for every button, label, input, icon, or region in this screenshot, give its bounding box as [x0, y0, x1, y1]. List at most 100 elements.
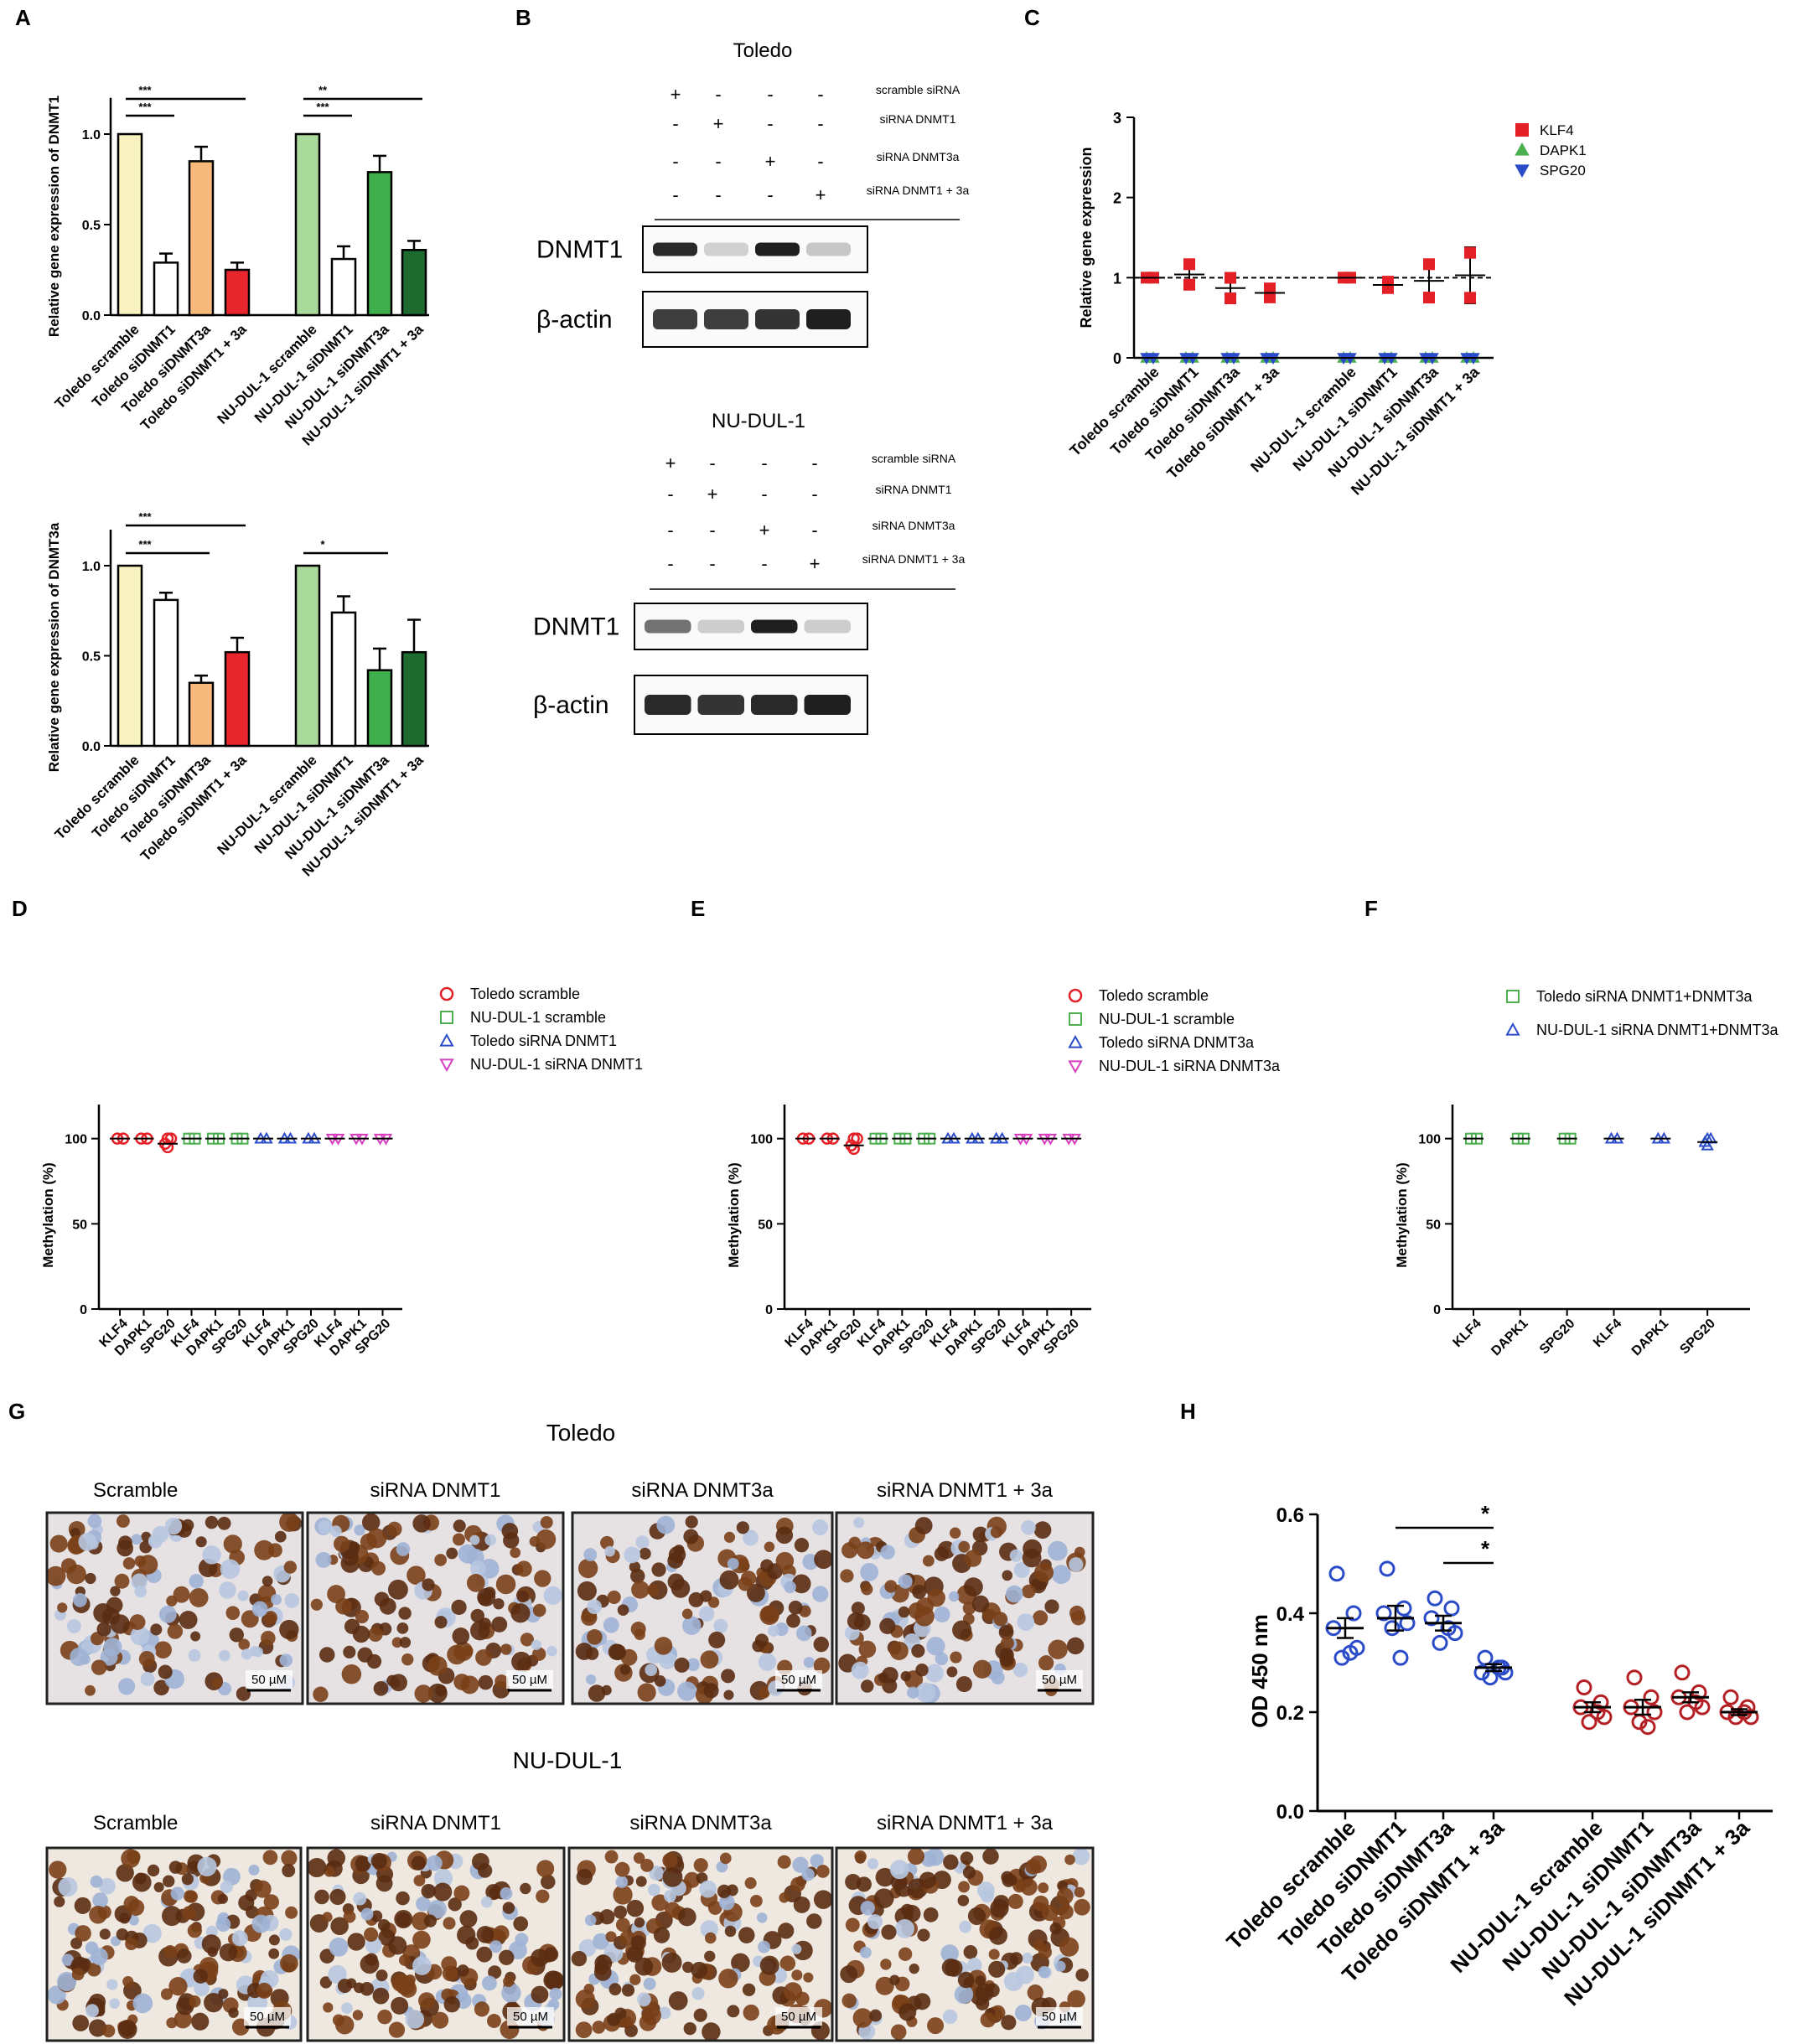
ihc-group-2: NU-DUL-1 Scramble 50 µM siRNA DNMT1 50 µM siR… — [45, 1747, 1095, 2042]
cell-nucleus — [592, 2021, 606, 2034]
cell-nucleus — [752, 1639, 765, 1653]
cell-nucleus — [1009, 1549, 1023, 1562]
sign-marker: - — [672, 184, 678, 205]
cell-nucleus — [575, 2021, 593, 2039]
cell-nucleus — [635, 1876, 647, 1887]
cell-nucleus — [1017, 1613, 1035, 1631]
cell-nucleus — [91, 1659, 107, 1675]
cell-nucleus — [466, 1574, 485, 1592]
cell-nucleus — [89, 2019, 107, 2037]
cell-nucleus — [58, 1876, 78, 1897]
cell-nucleus — [813, 1657, 831, 1674]
cell-nucleus — [549, 1987, 562, 2000]
bar — [366, 669, 393, 748]
western-blot-2: NU-DUL-1 + - - - scramble siRNA - + - - siRNA DNMT… — [533, 410, 965, 735]
cell-nucleus — [671, 1579, 691, 1598]
cell-nucleus — [61, 1558, 77, 1574]
cell-nucleus — [480, 1896, 493, 1908]
sign-marker: - — [817, 151, 823, 172]
cell-nucleus — [964, 1550, 982, 1567]
y-tick-label: 100 — [1418, 1133, 1441, 1147]
cell-nucleus — [131, 1534, 142, 1545]
cell-nucleus — [634, 1917, 645, 1928]
cell-nucleus — [922, 1555, 935, 1567]
cell-nucleus — [577, 1558, 598, 1579]
cell-nucleus — [189, 1587, 209, 1607]
sign-marker: - — [715, 151, 721, 172]
data-point — [1342, 1644, 1359, 1661]
cell-nucleus — [219, 1581, 236, 1599]
cell-nucleus — [647, 1883, 660, 1897]
cell-nucleus — [45, 1565, 66, 1586]
cell-nucleus — [759, 1687, 770, 1699]
bar-chart-2: 0.0 0.5 1.0 Relative gene expression of DNM… — [46, 510, 429, 879]
legend-label: NU-DUL-1 scramble — [1099, 1011, 1235, 1027]
cell-nucleus — [388, 1936, 407, 1955]
cell-nucleus — [324, 1865, 335, 1877]
cell-nucleus — [86, 1963, 101, 1977]
cell-nucleus — [982, 1848, 999, 1865]
cell-nucleus — [513, 1916, 529, 1932]
cell-nucleus — [396, 1891, 410, 1906]
cell-nucleus — [220, 1881, 233, 1894]
cell-nucleus — [651, 1562, 666, 1577]
data-point — [1639, 1719, 1656, 1736]
micrograph-frame — [835, 1846, 1095, 2042]
cell-nucleus — [500, 1643, 512, 1655]
cell-nucleus — [191, 2012, 210, 2031]
cell-nucleus — [700, 1590, 712, 1602]
bar — [153, 261, 179, 317]
cell-nucleus — [261, 1630, 276, 1646]
cell-nucleus — [608, 1643, 625, 1660]
cell-nucleus — [578, 1938, 597, 1957]
cell-nucleus — [422, 1578, 435, 1591]
data-point — [1345, 1605, 1362, 1622]
bar — [224, 268, 251, 317]
cell-nucleus — [875, 1867, 895, 1887]
cell-nucleus — [531, 1985, 549, 2004]
ihc-group-1: Toledo Scramble 50 µM siRNA DNMT1 50 µM siRNA… — [45, 1420, 1095, 1705]
cell-nucleus — [952, 1620, 972, 1640]
sign-marker: + — [665, 453, 676, 473]
cell-nucleus — [691, 1987, 705, 2000]
y-tick-label: 50 — [1426, 1218, 1441, 1232]
data-point — [851, 1132, 863, 1145]
cell-nucleus — [274, 1530, 287, 1543]
cell-nucleus — [194, 1980, 210, 1997]
sign-marker: - — [709, 520, 715, 541]
cell-nucleus — [988, 1948, 1000, 1960]
data-point — [1674, 1664, 1691, 1681]
cell-nucleus — [327, 1849, 345, 1867]
micrograph-frame — [571, 1511, 834, 1705]
cell-nucleus — [934, 1546, 950, 1561]
cell-nucleus — [688, 1591, 704, 1607]
sign-marker: + — [707, 484, 718, 505]
scale-bar-background — [1036, 2007, 1083, 2026]
cell-nucleus — [154, 1641, 172, 1658]
sign-marker: - — [709, 553, 715, 574]
blot-title: NU-DUL-1 — [712, 410, 805, 432]
legend-marker — [440, 1011, 453, 1024]
cell-nucleus — [858, 1640, 877, 1658]
cell-nucleus — [329, 1938, 349, 1957]
cell-nucleus — [794, 1538, 810, 1553]
cell-nucleus — [328, 1964, 347, 1984]
cell-nucleus — [884, 1580, 898, 1593]
data-point — [1477, 1649, 1494, 1666]
cell-nucleus — [241, 1648, 253, 1660]
cell-nucleus — [484, 1534, 497, 1546]
cell-nucleus — [54, 1896, 65, 1907]
cell-nucleus — [764, 1541, 775, 1553]
cell-nucleus — [49, 1534, 68, 1553]
cell-nucleus — [110, 1586, 121, 1596]
cell-nucleus — [85, 1684, 96, 1696]
band — [697, 619, 744, 634]
y-axis-label: Relative gene expression of DNMT3a — [46, 522, 62, 772]
cell-nucleus — [851, 1661, 869, 1679]
cell-nucleus — [457, 1925, 476, 1945]
cell-nucleus — [72, 2015, 90, 2031]
cell-nucleus — [1033, 1610, 1049, 1626]
